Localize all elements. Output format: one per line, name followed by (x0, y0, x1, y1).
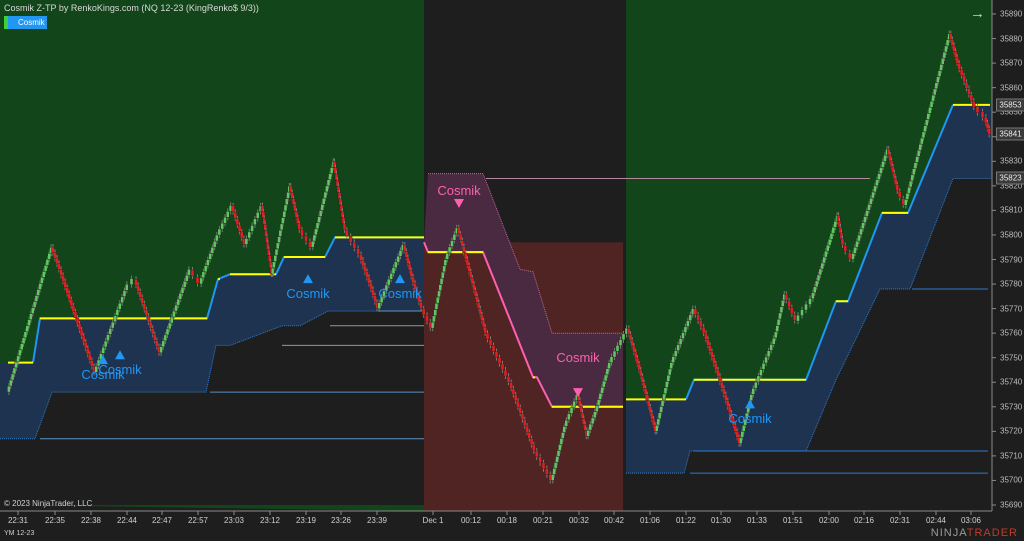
y-tick-label: 35750 (1000, 353, 1023, 363)
scroll-right-arrow-icon[interactable]: → (970, 5, 985, 22)
signal-label: Cosmik (556, 349, 600, 365)
x-tick-label: 00:32 (568, 516, 590, 525)
x-tick-label: 01:51 (782, 516, 804, 525)
x-tick-label: 22:38 (80, 516, 102, 525)
price-marker: 35823 (996, 171, 1024, 185)
signal-label: Cosmik (286, 285, 330, 301)
signal-label: Cosmik (81, 366, 125, 382)
x-tick-label: 22:57 (187, 516, 209, 525)
renko-bricks (7, 30, 991, 484)
x-tick-label: 01:30 (710, 516, 732, 525)
x-tick-label: 00:21 (532, 516, 554, 525)
copyright: © 2023 NinjaTrader, LLC (4, 499, 93, 508)
buy-signal-arrow-icon (745, 399, 755, 409)
x-tick-label: 22:47 (151, 516, 173, 525)
y-tick-label: 35820 (1000, 181, 1023, 191)
ninjatrader-logo: NINJATRADER (931, 527, 1018, 539)
y-tick-label: 35860 (1000, 83, 1023, 93)
y-tick-label: 35730 (1000, 402, 1023, 412)
badge-color-strip (4, 16, 8, 29)
x-tick-label: 02:00 (818, 516, 840, 525)
x-tick-label: 03:06 (960, 516, 982, 525)
y-tick-label: 35830 (1000, 156, 1023, 166)
y-tick-label: 35850 (1000, 107, 1023, 117)
y-tick-label: 35810 (1000, 205, 1023, 215)
y-tick-label: 35800 (1000, 230, 1023, 240)
buy-signal-arrow-icon (395, 274, 405, 284)
y-tick-label: 35770 (1000, 304, 1023, 314)
x-tick-label: 01:22 (675, 516, 697, 525)
y-tick-label: 35760 (1000, 328, 1023, 338)
x-tick-label: 23:03 (223, 516, 245, 525)
y-tick-label: 35780 (1000, 279, 1023, 289)
buy-signal-arrow-icon (303, 274, 313, 284)
y-tick-label: 35720 (1000, 426, 1023, 436)
x-tick-label: 01:33 (746, 516, 768, 525)
y-tick-label: 35690 (1000, 500, 1023, 510)
brand-right: TRADER (966, 527, 1018, 539)
price-marker: 35841 (996, 127, 1024, 141)
brand-left: NINJA (930, 527, 967, 539)
x-tick-label: 22:44 (116, 516, 138, 525)
x-tick-label: 01:06 (639, 516, 661, 525)
sell-signal-arrow-icon (454, 199, 464, 209)
y-tick-label: 35790 (1000, 255, 1023, 264)
y-tick-label: 35710 (1000, 451, 1023, 461)
buy-signal-arrow-icon (115, 350, 125, 360)
x-tick-label: 00:18 (496, 516, 518, 525)
signal-label: Cosmik (378, 285, 422, 301)
signal-label: Cosmik (98, 361, 142, 377)
x-tick-label: 22:35 (44, 516, 66, 525)
signal-label: Cosmik (728, 411, 772, 427)
x-tick-label: 02:31 (889, 516, 911, 525)
x-tick-label: 23:26 (330, 516, 352, 525)
x-tick-label: Dec 1 (422, 516, 444, 525)
x-tick-label: 23:39 (366, 516, 388, 525)
x-tick-label: 00:42 (603, 516, 625, 525)
instrument-label: YM 12-23 (4, 530, 35, 537)
stop-bands (0, 104, 992, 474)
x-tick-label: 23:12 (259, 516, 281, 525)
y-tick-label: 35700 (1000, 475, 1023, 485)
price-marker: 35853 (996, 98, 1024, 112)
y-tick-label: 35880 (1000, 34, 1023, 44)
badge-label: Cosmik (18, 18, 45, 27)
buy-signal-arrow-icon (98, 355, 108, 365)
x-tick-label: 02:16 (853, 516, 875, 525)
y-tick-label: 35870 (1000, 58, 1023, 68)
chart-title: Cosmik Z-TP by RenkoKings.com (NQ 12-23 … (4, 3, 259, 13)
axes (0, 0, 996, 515)
x-tick-label: 23:19 (295, 516, 317, 525)
sell-signal-arrow-icon (573, 388, 583, 398)
y-tick-label: 35740 (1000, 377, 1023, 387)
y-tick-label: 35890 (1000, 9, 1023, 19)
x-tick-label: 00:12 (460, 516, 482, 525)
x-tick-label: 02:44 (925, 516, 947, 525)
horizontal-levels (0, 173, 992, 474)
signal-label: Cosmik (437, 182, 481, 198)
indicator-badge[interactable]: Cosmik (4, 16, 47, 29)
x-tick-label: 22:31 (7, 516, 29, 525)
